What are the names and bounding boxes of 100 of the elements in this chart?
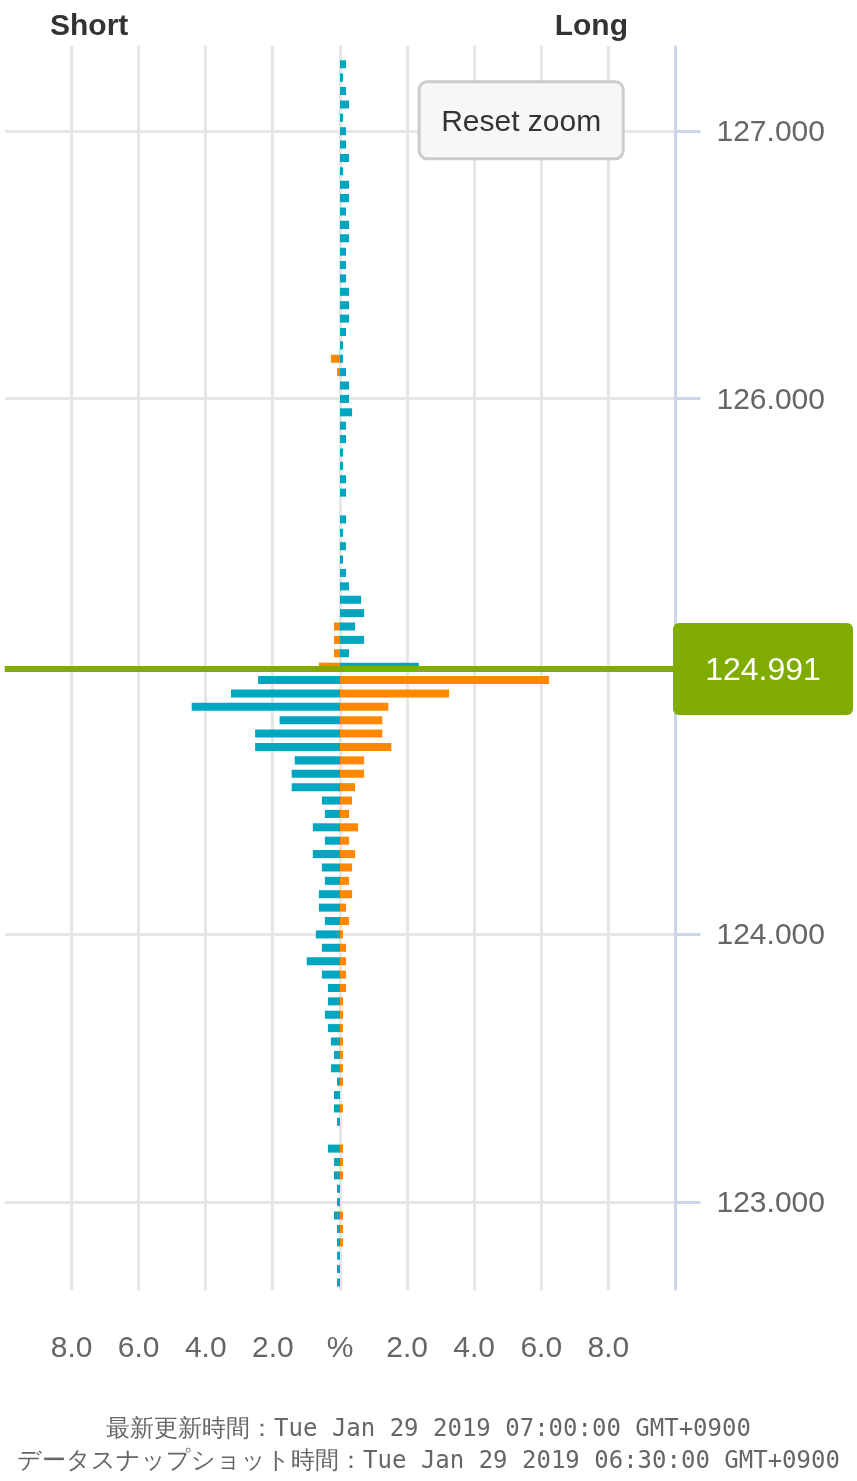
bar bbox=[306, 957, 340, 966]
bar bbox=[327, 997, 340, 1006]
bar bbox=[340, 917, 350, 926]
bar bbox=[340, 528, 344, 537]
bar bbox=[340, 595, 362, 604]
bar bbox=[340, 1238, 344, 1247]
bar bbox=[258, 676, 340, 685]
bar bbox=[340, 287, 350, 296]
bar bbox=[340, 354, 344, 363]
bar bbox=[340, 876, 350, 885]
bar bbox=[340, 261, 347, 270]
bar bbox=[340, 1050, 344, 1059]
bar bbox=[340, 783, 356, 792]
bar bbox=[336, 368, 340, 377]
bar bbox=[340, 220, 350, 229]
bar bbox=[255, 742, 340, 751]
x-tick-label: 8.0 bbox=[587, 1329, 630, 1363]
text: 最新更新時間：Tue Jan 29 2019 07:00:00 GMT+0900 bbox=[105, 1413, 752, 1444]
bar bbox=[340, 314, 350, 323]
x-tick-label: 2.0 bbox=[252, 1329, 294, 1363]
bar bbox=[333, 1091, 340, 1100]
bar bbox=[279, 716, 340, 725]
bar bbox=[340, 568, 347, 577]
bar bbox=[340, 127, 347, 136]
bar bbox=[340, 435, 347, 444]
bar bbox=[340, 890, 353, 899]
bar bbox=[340, 1077, 344, 1086]
bar bbox=[336, 1077, 340, 1086]
bar bbox=[333, 1211, 340, 1220]
bar bbox=[340, 689, 450, 698]
bar bbox=[333, 649, 340, 658]
x-tick-label: 6.0 bbox=[117, 1329, 160, 1363]
y-tick-label: 123.000 bbox=[716, 1185, 825, 1219]
bar bbox=[340, 863, 353, 872]
text: データスナップショット時間：Tue Jan 29 2019 06:30:00 GMT+0900 bbox=[16, 1445, 841, 1476]
y-tick-label: 127.000 bbox=[716, 114, 825, 148]
ref-line-label: 124.991 bbox=[673, 622, 853, 715]
bar bbox=[336, 1117, 340, 1126]
bar bbox=[294, 756, 340, 765]
x-tick-label: 8.0 bbox=[50, 1329, 93, 1363]
bar bbox=[340, 180, 350, 189]
bar bbox=[340, 394, 350, 403]
bar bbox=[191, 702, 340, 711]
bar bbox=[340, 729, 383, 738]
bar bbox=[340, 823, 359, 832]
bar bbox=[336, 1278, 340, 1287]
bar bbox=[321, 970, 340, 979]
bar bbox=[312, 850, 340, 859]
bar bbox=[333, 622, 340, 631]
bar bbox=[324, 1010, 340, 1019]
bar bbox=[315, 930, 340, 939]
bar bbox=[340, 327, 347, 336]
bar bbox=[330, 1064, 340, 1073]
bar bbox=[324, 917, 340, 926]
y-tick-label: 124.000 bbox=[716, 917, 825, 951]
bar bbox=[336, 1224, 340, 1233]
y-tick-label: 126.000 bbox=[716, 381, 825, 415]
bar bbox=[340, 676, 550, 685]
bar bbox=[340, 756, 365, 765]
bar bbox=[340, 555, 344, 564]
bar bbox=[327, 983, 340, 992]
bar bbox=[340, 635, 365, 644]
bar bbox=[340, 60, 347, 69]
x-tick-label: % bbox=[326, 1329, 354, 1363]
bar bbox=[340, 408, 353, 417]
bar bbox=[340, 850, 356, 859]
bar bbox=[340, 448, 344, 457]
bar bbox=[340, 582, 350, 591]
bar bbox=[340, 247, 347, 256]
bar bbox=[340, 716, 383, 725]
bar bbox=[324, 876, 340, 885]
bar bbox=[340, 381, 350, 390]
bar bbox=[340, 649, 350, 658]
bar bbox=[340, 1211, 344, 1220]
bar bbox=[340, 970, 347, 979]
bar bbox=[330, 354, 340, 363]
bar bbox=[327, 1024, 340, 1033]
bar bbox=[318, 903, 340, 912]
bar bbox=[340, 1024, 344, 1033]
bar bbox=[327, 1144, 340, 1153]
bar bbox=[336, 1265, 340, 1274]
bar bbox=[340, 194, 350, 203]
bar bbox=[340, 515, 347, 524]
bar bbox=[340, 1064, 344, 1073]
bar bbox=[340, 1157, 344, 1166]
x-tick-label: 4.0 bbox=[453, 1329, 496, 1363]
bar bbox=[340, 167, 344, 176]
bar bbox=[340, 301, 350, 310]
bar bbox=[340, 274, 347, 283]
bar bbox=[340, 234, 350, 243]
bar bbox=[336, 1251, 340, 1260]
bar bbox=[324, 809, 340, 818]
text: Short bbox=[50, 7, 129, 43]
bar bbox=[340, 542, 347, 551]
bar bbox=[321, 863, 340, 872]
bar bbox=[340, 957, 347, 966]
bar bbox=[340, 475, 347, 484]
bar bbox=[312, 823, 340, 832]
bar bbox=[291, 783, 340, 792]
bar bbox=[340, 113, 344, 122]
